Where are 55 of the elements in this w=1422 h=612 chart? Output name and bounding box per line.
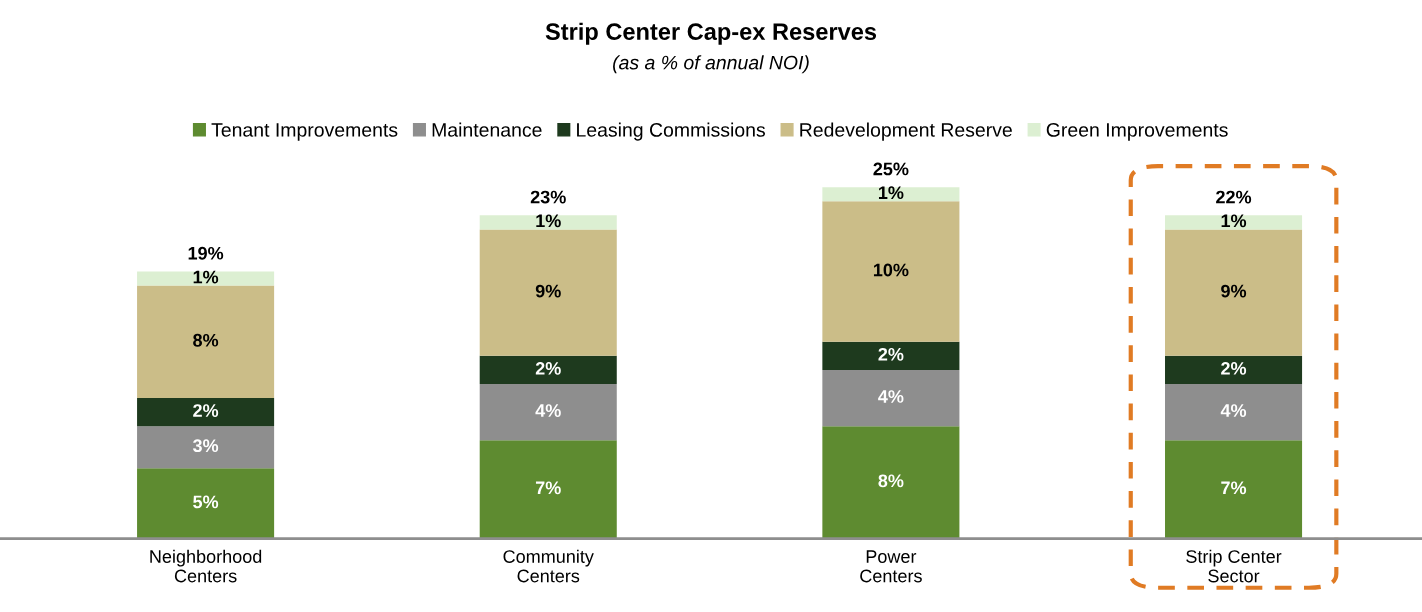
legend-label: Redevelopment Reserve	[800, 122, 1012, 141]
bar	[479, 440, 617, 539]
legend-label: Maintenance	[432, 122, 542, 137]
chart-subtitle: (as a % of annual NOI)	[613, 55, 809, 74]
legend-label: Tenant Improvements	[211, 123, 398, 141]
data-label: 1%	[1221, 214, 1247, 228]
chart-title: Strip Center Cap-ex Reserves	[545, 22, 877, 45]
bar	[479, 215, 617, 230]
data-label: 2%	[193, 404, 219, 417]
bar	[479, 383, 617, 441]
x-tick-label: Power Centers	[860, 550, 922, 583]
x-tick-label: Neighborhood Centers	[150, 549, 262, 583]
bar	[822, 187, 960, 202]
bar	[137, 285, 275, 399]
data-label: 4%	[535, 404, 561, 417]
data-label: 8%	[878, 474, 904, 488]
bar	[822, 341, 960, 370]
bar	[137, 426, 275, 469]
data-label: 2%	[1221, 361, 1247, 375]
data-label: 10%	[873, 263, 909, 277]
data-label: 9%	[535, 284, 561, 298]
data-label: 4%	[878, 390, 904, 403]
bar	[1165, 355, 1303, 384]
legend-label: Leasing Commissions	[577, 122, 765, 141]
x-tick-label: Strip Center Sector	[1186, 549, 1282, 583]
bar	[137, 398, 275, 427]
data-label: 5%	[193, 495, 219, 509]
data-label: 9%	[1221, 284, 1247, 298]
total-label: 19%	[188, 246, 224, 260]
data-label: 1%	[193, 270, 219, 284]
bar	[1165, 215, 1303, 230]
data-label: 1%	[878, 186, 904, 200]
data-label: 3%	[192, 439, 219, 453]
data-label: 2%	[535, 361, 561, 375]
data-label: 7%	[1221, 481, 1247, 495]
bar	[822, 201, 960, 342]
data-label: 1%	[536, 214, 561, 228]
legend-label: Green Improvements	[1046, 123, 1228, 141]
bar	[1165, 229, 1303, 356]
bar	[479, 229, 617, 356]
x-tick-label: Community Centers	[503, 549, 594, 583]
bar	[479, 355, 617, 384]
data-label: 4%	[1220, 404, 1247, 417]
bar	[137, 468, 275, 539]
bar	[1165, 440, 1303, 539]
bar	[822, 426, 960, 539]
data-label: 8%	[193, 333, 219, 347]
total-label: 22%	[1216, 190, 1252, 204]
data-label: 2%	[878, 347, 904, 361]
total-label: 25%	[873, 162, 909, 176]
total-label: 23%	[530, 190, 566, 204]
bar	[822, 369, 960, 427]
bar	[1165, 383, 1303, 441]
data-label: 7%	[535, 481, 561, 495]
bar	[137, 271, 275, 286]
